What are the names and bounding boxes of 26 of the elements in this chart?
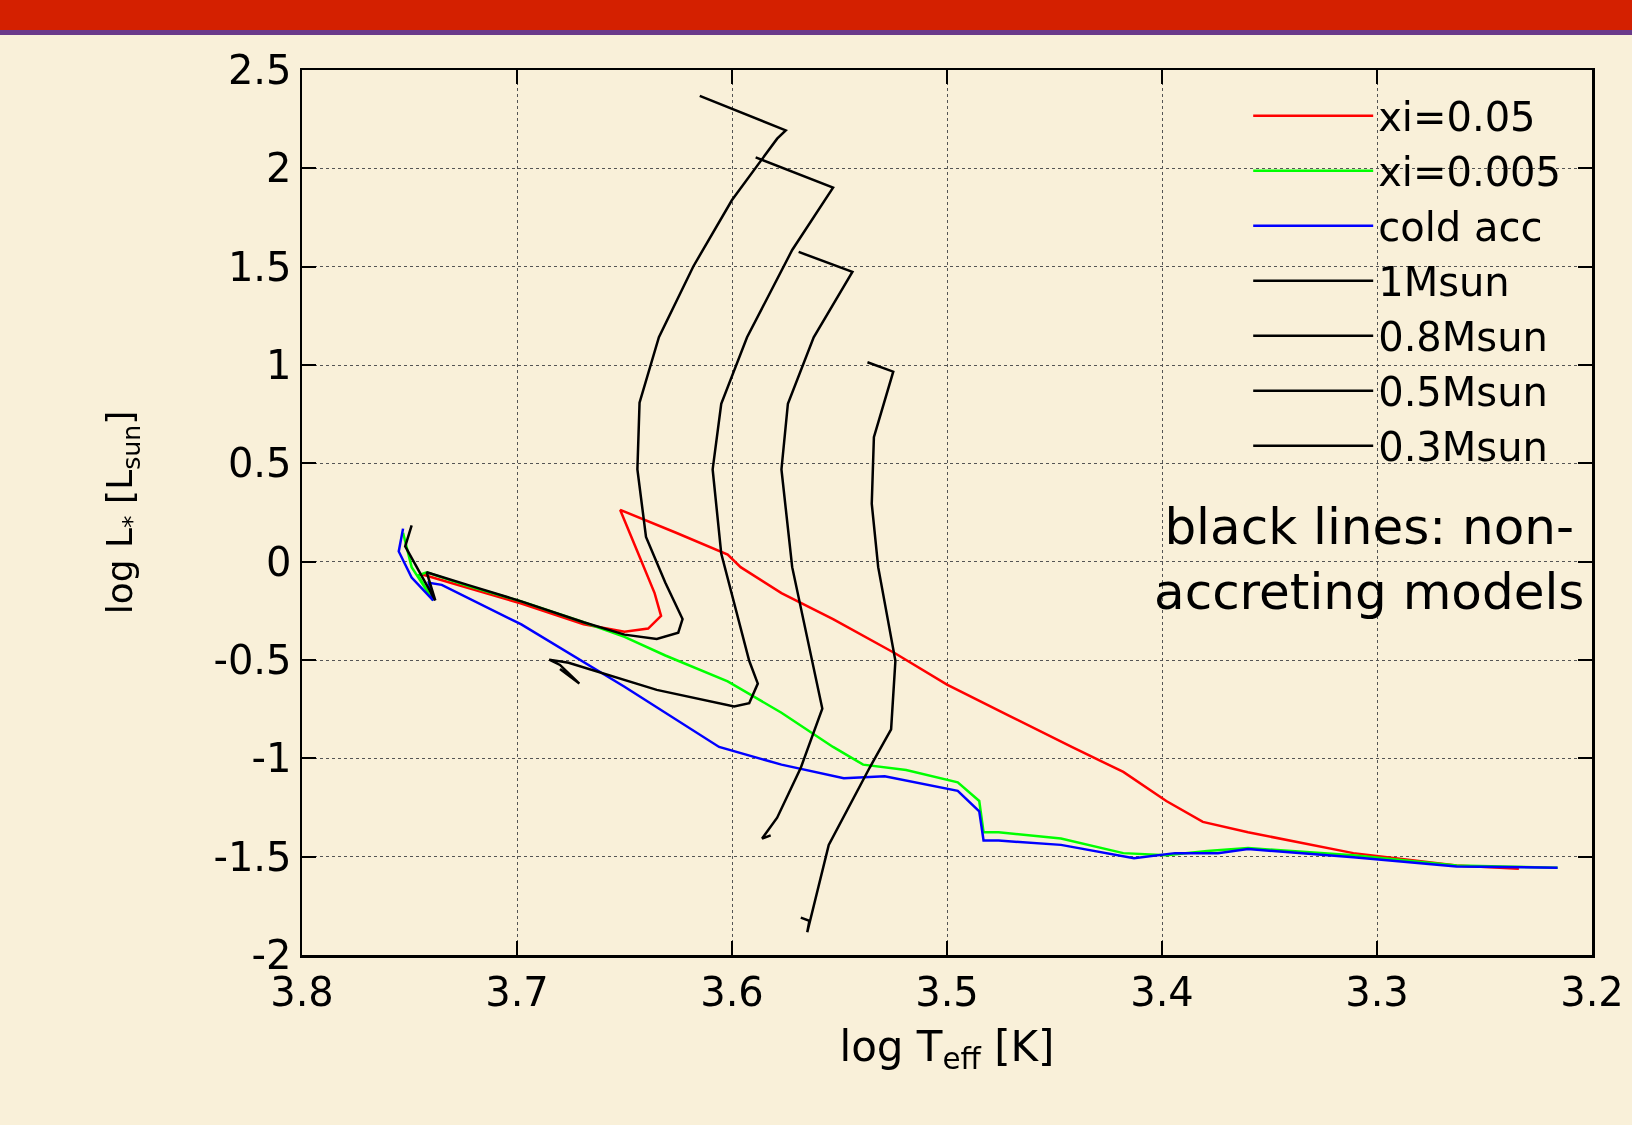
y-tick-label: 2 (266, 145, 292, 192)
legend-label: 0.5Msun (1378, 369, 1548, 416)
y-tick-label: -1 (251, 735, 292, 782)
y-tick-label: 1.5 (227, 243, 292, 290)
x-tick-label: 3.5 (915, 968, 979, 1015)
x-tick-label: 3.3 (1345, 968, 1409, 1015)
y-tick-label: 0 (266, 538, 292, 585)
y-tick-label: -1.5 (213, 833, 292, 880)
x-tick-label: 3.2 (1560, 968, 1624, 1015)
line-series (799, 361, 897, 934)
annotation: black lines: non- accreting models (1154, 498, 1585, 621)
x-tick-label: 3.7 (485, 968, 549, 1015)
legend-label: xi=0.005 (1378, 149, 1562, 196)
y-tick-label: 2.5 (227, 47, 292, 93)
y-tick-label: 0.5 (227, 440, 292, 487)
x-tick-label: 3.6 (700, 968, 764, 1015)
y-tick-label: -0.5 (213, 637, 292, 683)
legend-label: cold acc (1378, 204, 1543, 251)
legend-label: 0.8Msun (1378, 314, 1548, 361)
x-axis-title: log T$_{eff}$ [K] (839, 1021, 1055, 1077)
line-series (760, 250, 854, 840)
legend-label: xi=0.05 (1378, 94, 1536, 141)
legend-label: 1Msun (1378, 259, 1510, 306)
legend-label: 0.3Msun (1378, 424, 1548, 471)
y-tick-label: 1 (266, 342, 292, 388)
x-tick-label: 3.4 (1130, 968, 1194, 1015)
